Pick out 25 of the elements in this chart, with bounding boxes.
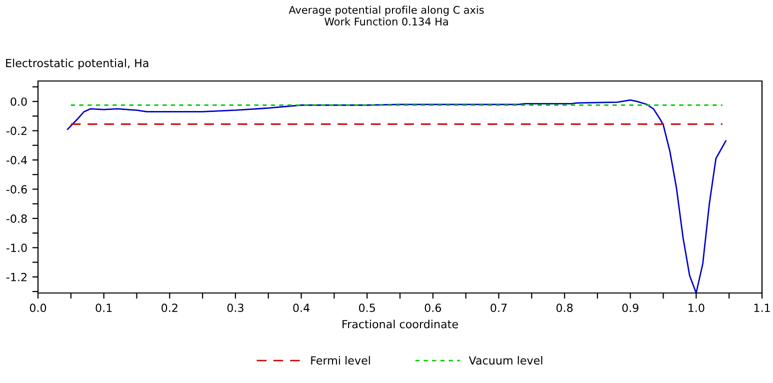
y-tick-label: -0.4 (6, 156, 27, 164)
x-tick-label: 0.5 (358, 304, 375, 312)
x-axis-title: Fractional coordinate (342, 320, 458, 328)
x-tick-label: 0.7 (490, 304, 507, 312)
legend-label: Fermi level (311, 356, 370, 365)
y-tick-label: -0.8 (6, 214, 27, 223)
x-tick-label: 0.8 (556, 304, 573, 312)
x-tick-label: 0.4 (293, 304, 310, 312)
x-tick-label: 0.0 (30, 304, 46, 312)
y-tick-label: -0.2 (6, 126, 26, 136)
y-axis-title: Electrostatic potential, Ha (6, 58, 148, 70)
x-tick-label: 0.2 (162, 304, 178, 312)
x-tick-label: 0.3 (227, 304, 244, 312)
y-tick-label: -0.6 (6, 185, 27, 194)
chart-title: Average potential profile along C axis Work Function 0.134 Ha (288, 6, 484, 26)
x-tick-label: 1.1 (754, 304, 770, 312)
x-tick-label: 0.9 (622, 304, 638, 312)
y-tick-label: -1.0 (6, 244, 27, 252)
y-tick-label: 0.0 (10, 97, 27, 106)
legend-label: Vacuum level (468, 356, 542, 365)
y-tick-label: -1.2 (6, 272, 26, 282)
line-series (66, 99, 726, 293)
x-tick-label: 0.6 (424, 304, 442, 312)
x-tick-label: 0.1 (96, 304, 112, 312)
x-tick-label: 1.0 (688, 304, 704, 312)
